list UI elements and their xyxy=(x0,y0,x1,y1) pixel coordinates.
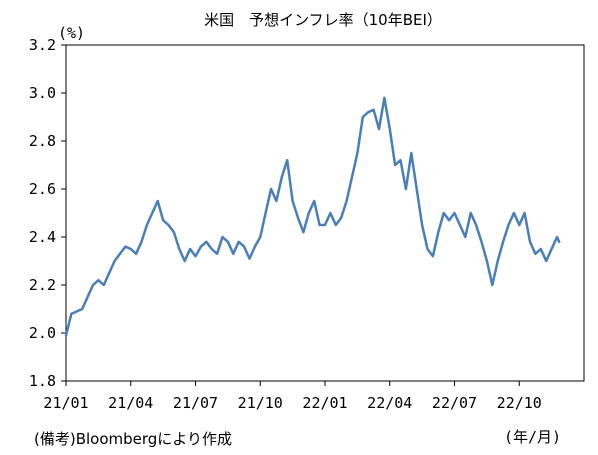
x-unit-label: (年/月) xyxy=(504,428,561,446)
x-axis-ticks: 21/01 21/04 21/07 21/10 22/01 22/04 22/07 22/10 xyxy=(43,381,542,412)
x-tick-label: 21/07 xyxy=(173,394,218,412)
y-tick-label: 2.6 xyxy=(29,180,56,198)
plot-area xyxy=(65,44,585,382)
x-tick-label: 21/10 xyxy=(238,394,283,412)
y-tick-label: 2.0 xyxy=(29,324,56,342)
x-tick-label: 22/07 xyxy=(432,394,477,412)
y-unit-label: (%) xyxy=(58,24,85,42)
x-tick-label: 22/01 xyxy=(302,394,347,412)
y-tick-label: 3.0 xyxy=(29,84,56,102)
source-note: (備考)Bloombergにより作成 xyxy=(34,430,232,448)
x-tick-label: 22/10 xyxy=(497,394,542,412)
x-tick-label: 22/04 xyxy=(367,394,412,412)
y-tick-label: 2.4 xyxy=(29,228,56,246)
y-tick-label: 3.2 xyxy=(29,36,56,54)
x-tick-label: 21/04 xyxy=(108,394,153,412)
chart-title: 米国 予想インフレ率（10年BEI） xyxy=(204,11,442,29)
y-tick-label: 2.8 xyxy=(29,132,56,150)
series-line xyxy=(64,96,561,337)
y-tick-label: 2.2 xyxy=(29,276,56,294)
y-tick-label: 1.8 xyxy=(29,372,56,390)
y-axis-ticks: 1.8 2.0 2.2 2.4 2.6 2.8 3.0 3.2 xyxy=(29,36,66,390)
x-tick-label: 21/01 xyxy=(43,394,88,412)
